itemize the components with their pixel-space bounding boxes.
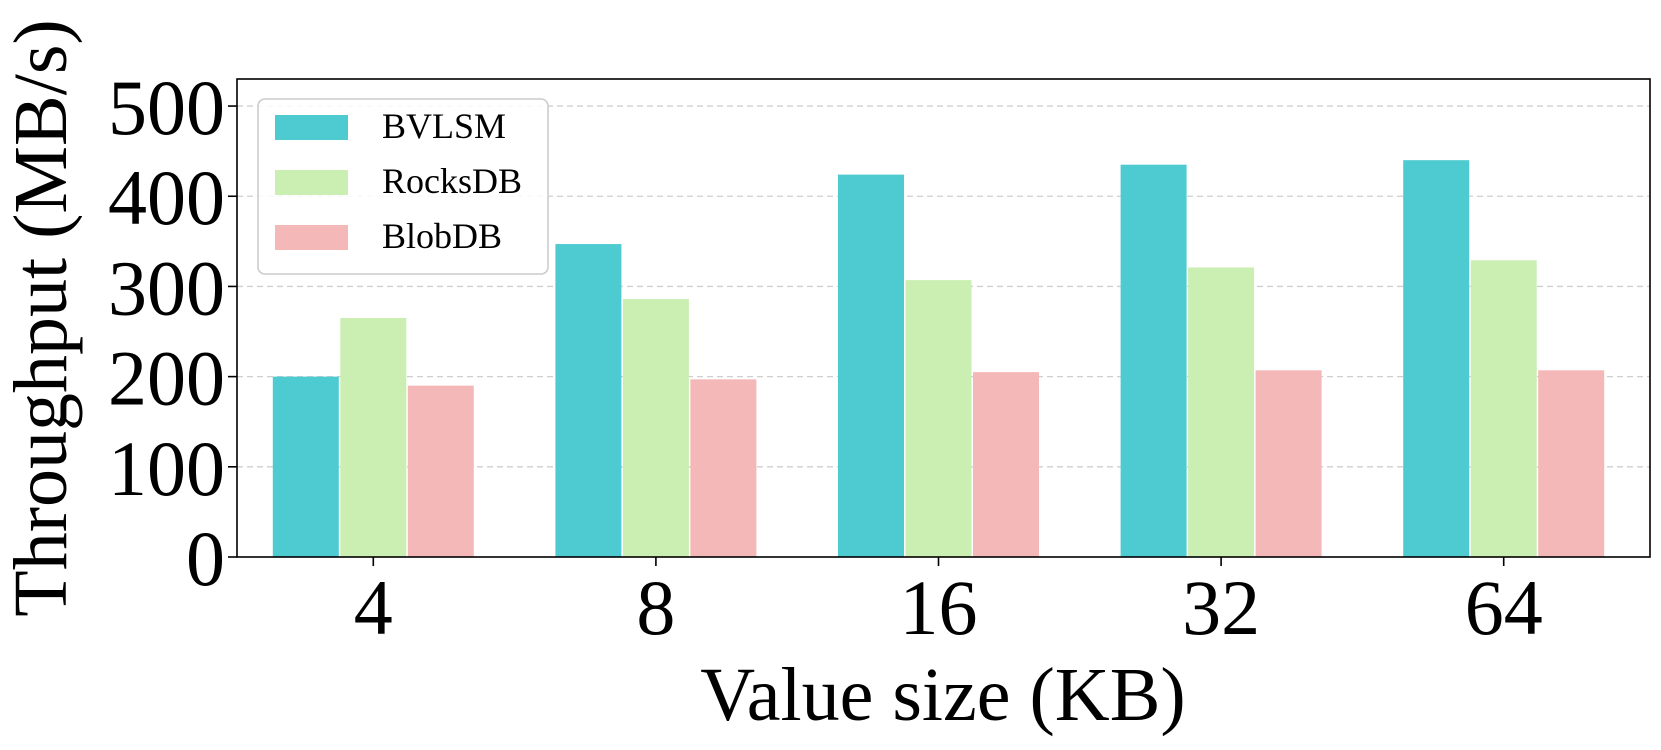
bar-blobdb-32: [1255, 370, 1322, 557]
bar-rocksdb-4: [340, 318, 407, 557]
x-tick-label-4: 4: [354, 564, 393, 651]
bar-bvlsm-4: [272, 376, 339, 557]
y-tick-label-500: 500: [108, 64, 225, 151]
y-tick-label-0: 0: [186, 515, 225, 602]
y-tick-label-400: 400: [108, 154, 225, 241]
bar-rocksdb-16: [905, 280, 972, 557]
legend-swatch-rocksdb: [275, 170, 348, 195]
legend-label-rocksdb: RocksDB: [382, 161, 522, 201]
y-tick-label-200: 200: [108, 335, 225, 422]
bar-blobdb-8: [690, 379, 757, 557]
plot-frame: [236, 78, 1651, 558]
legend-label-bvlsm: BVLSM: [382, 106, 506, 146]
x-axis-label: Value size (KB): [700, 653, 1185, 737]
bar-bvlsm-16: [838, 174, 904, 557]
bar-rocksdb-64: [1470, 260, 1537, 557]
y-axis-label: Throughput (MB/s): [0, 19, 83, 616]
x-tick-label-64: 64: [1465, 564, 1543, 651]
x-tick-label-8: 8: [636, 564, 675, 651]
x-tick-label-16: 16: [900, 564, 978, 651]
y-tick-label-100: 100: [108, 425, 225, 512]
legend-swatch-bvlsm: [275, 115, 348, 140]
legend: BVLSM RocksDB BlobDB: [257, 98, 549, 275]
y-tick-label-300: 300: [108, 244, 225, 331]
bar-rocksdb-32: [1188, 267, 1255, 557]
bar-blobdb-4: [407, 385, 474, 557]
bar-blobdb-64: [1538, 370, 1605, 557]
legend-label-blobdb: BlobDB: [382, 216, 502, 256]
bar-blobdb-16: [973, 372, 1039, 557]
bar-rocksdb-8: [622, 299, 689, 557]
bar-bvlsm-32: [1120, 164, 1187, 557]
legend-swatch-blobdb: [275, 225, 348, 250]
bars: [272, 160, 1605, 558]
x-axis-ticks: 4 8 16 32 64: [354, 557, 1543, 651]
bar-bvlsm-8: [555, 244, 622, 557]
x-tick-label-32: 32: [1182, 564, 1260, 651]
bar-bvlsm-64: [1403, 160, 1470, 558]
